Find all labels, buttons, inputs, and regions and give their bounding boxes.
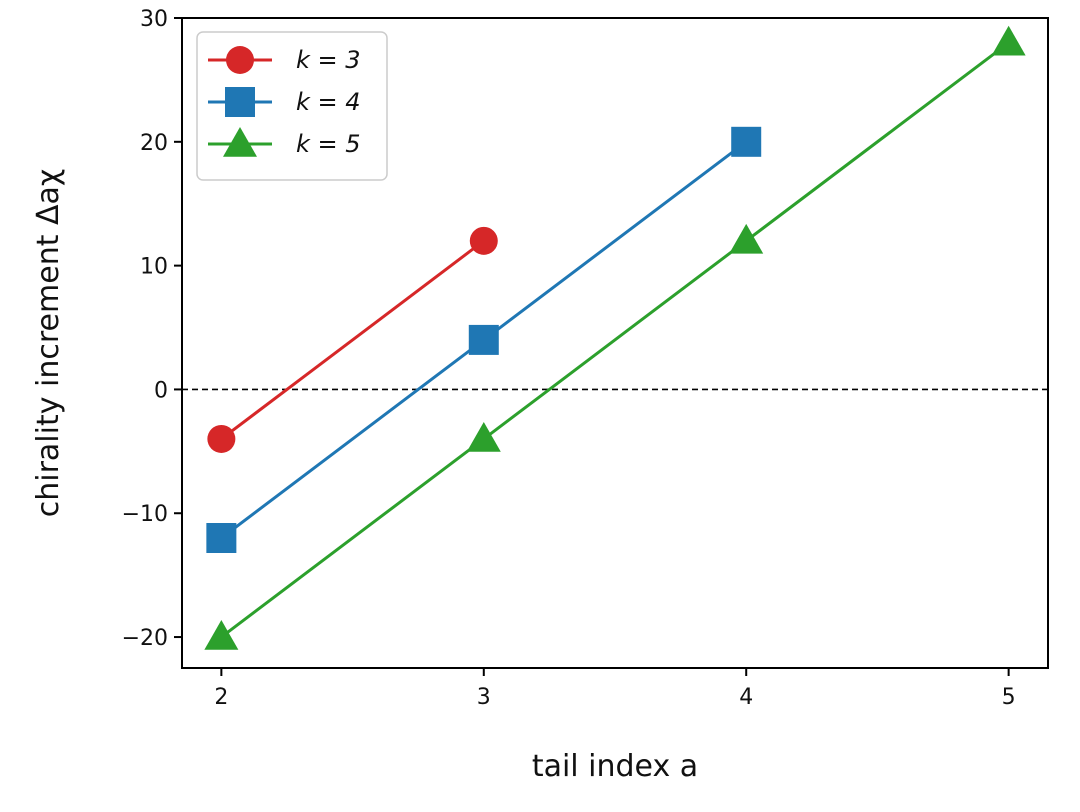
y-axis-label: chirality increment Δaχ [31,169,66,518]
x-tick-label: 4 [739,685,753,710]
series-2 [206,126,762,553]
data-point [204,620,239,650]
x-axis-label: tail index a [532,749,698,784]
data-point [466,421,501,452]
legend: k = 3 k = 4 k = 5 [196,31,388,181]
series-line [220,41,1010,639]
y-tick-label: 0 [154,378,168,403]
legend-marker [223,127,257,157]
y-tick-label: −10 [122,502,168,527]
legend-marker [226,46,254,74]
legend-entry-label: k = 5 [296,130,361,158]
series-1 [207,226,498,453]
legend-marker [225,87,255,117]
series-line [220,239,485,441]
data-point [207,424,236,453]
x-tick-label: 3 [477,685,491,710]
data-point [729,223,764,254]
legend-entry-label: k = 3 [296,46,361,74]
ticks-layer: 2 3 4 5 −20 −10 0 10 20 30 [122,7,1016,710]
y-tick-label: 10 [140,255,168,280]
data-point [206,523,237,553]
y-tick-label: 20 [140,131,168,156]
data-point [731,126,762,157]
plot-frame [181,17,1049,669]
legend-entry-label: k = 4 [296,88,361,116]
series-layer [204,25,1026,650]
y-tick-label: 30 [140,7,168,32]
x-tick-label: 5 [1002,685,1016,710]
data-point [991,25,1026,56]
data-point [469,226,498,255]
series-3 [204,25,1026,650]
y-tick-label: −20 [122,626,168,651]
x-tick-label: 2 [214,685,228,710]
data-point [468,324,499,355]
